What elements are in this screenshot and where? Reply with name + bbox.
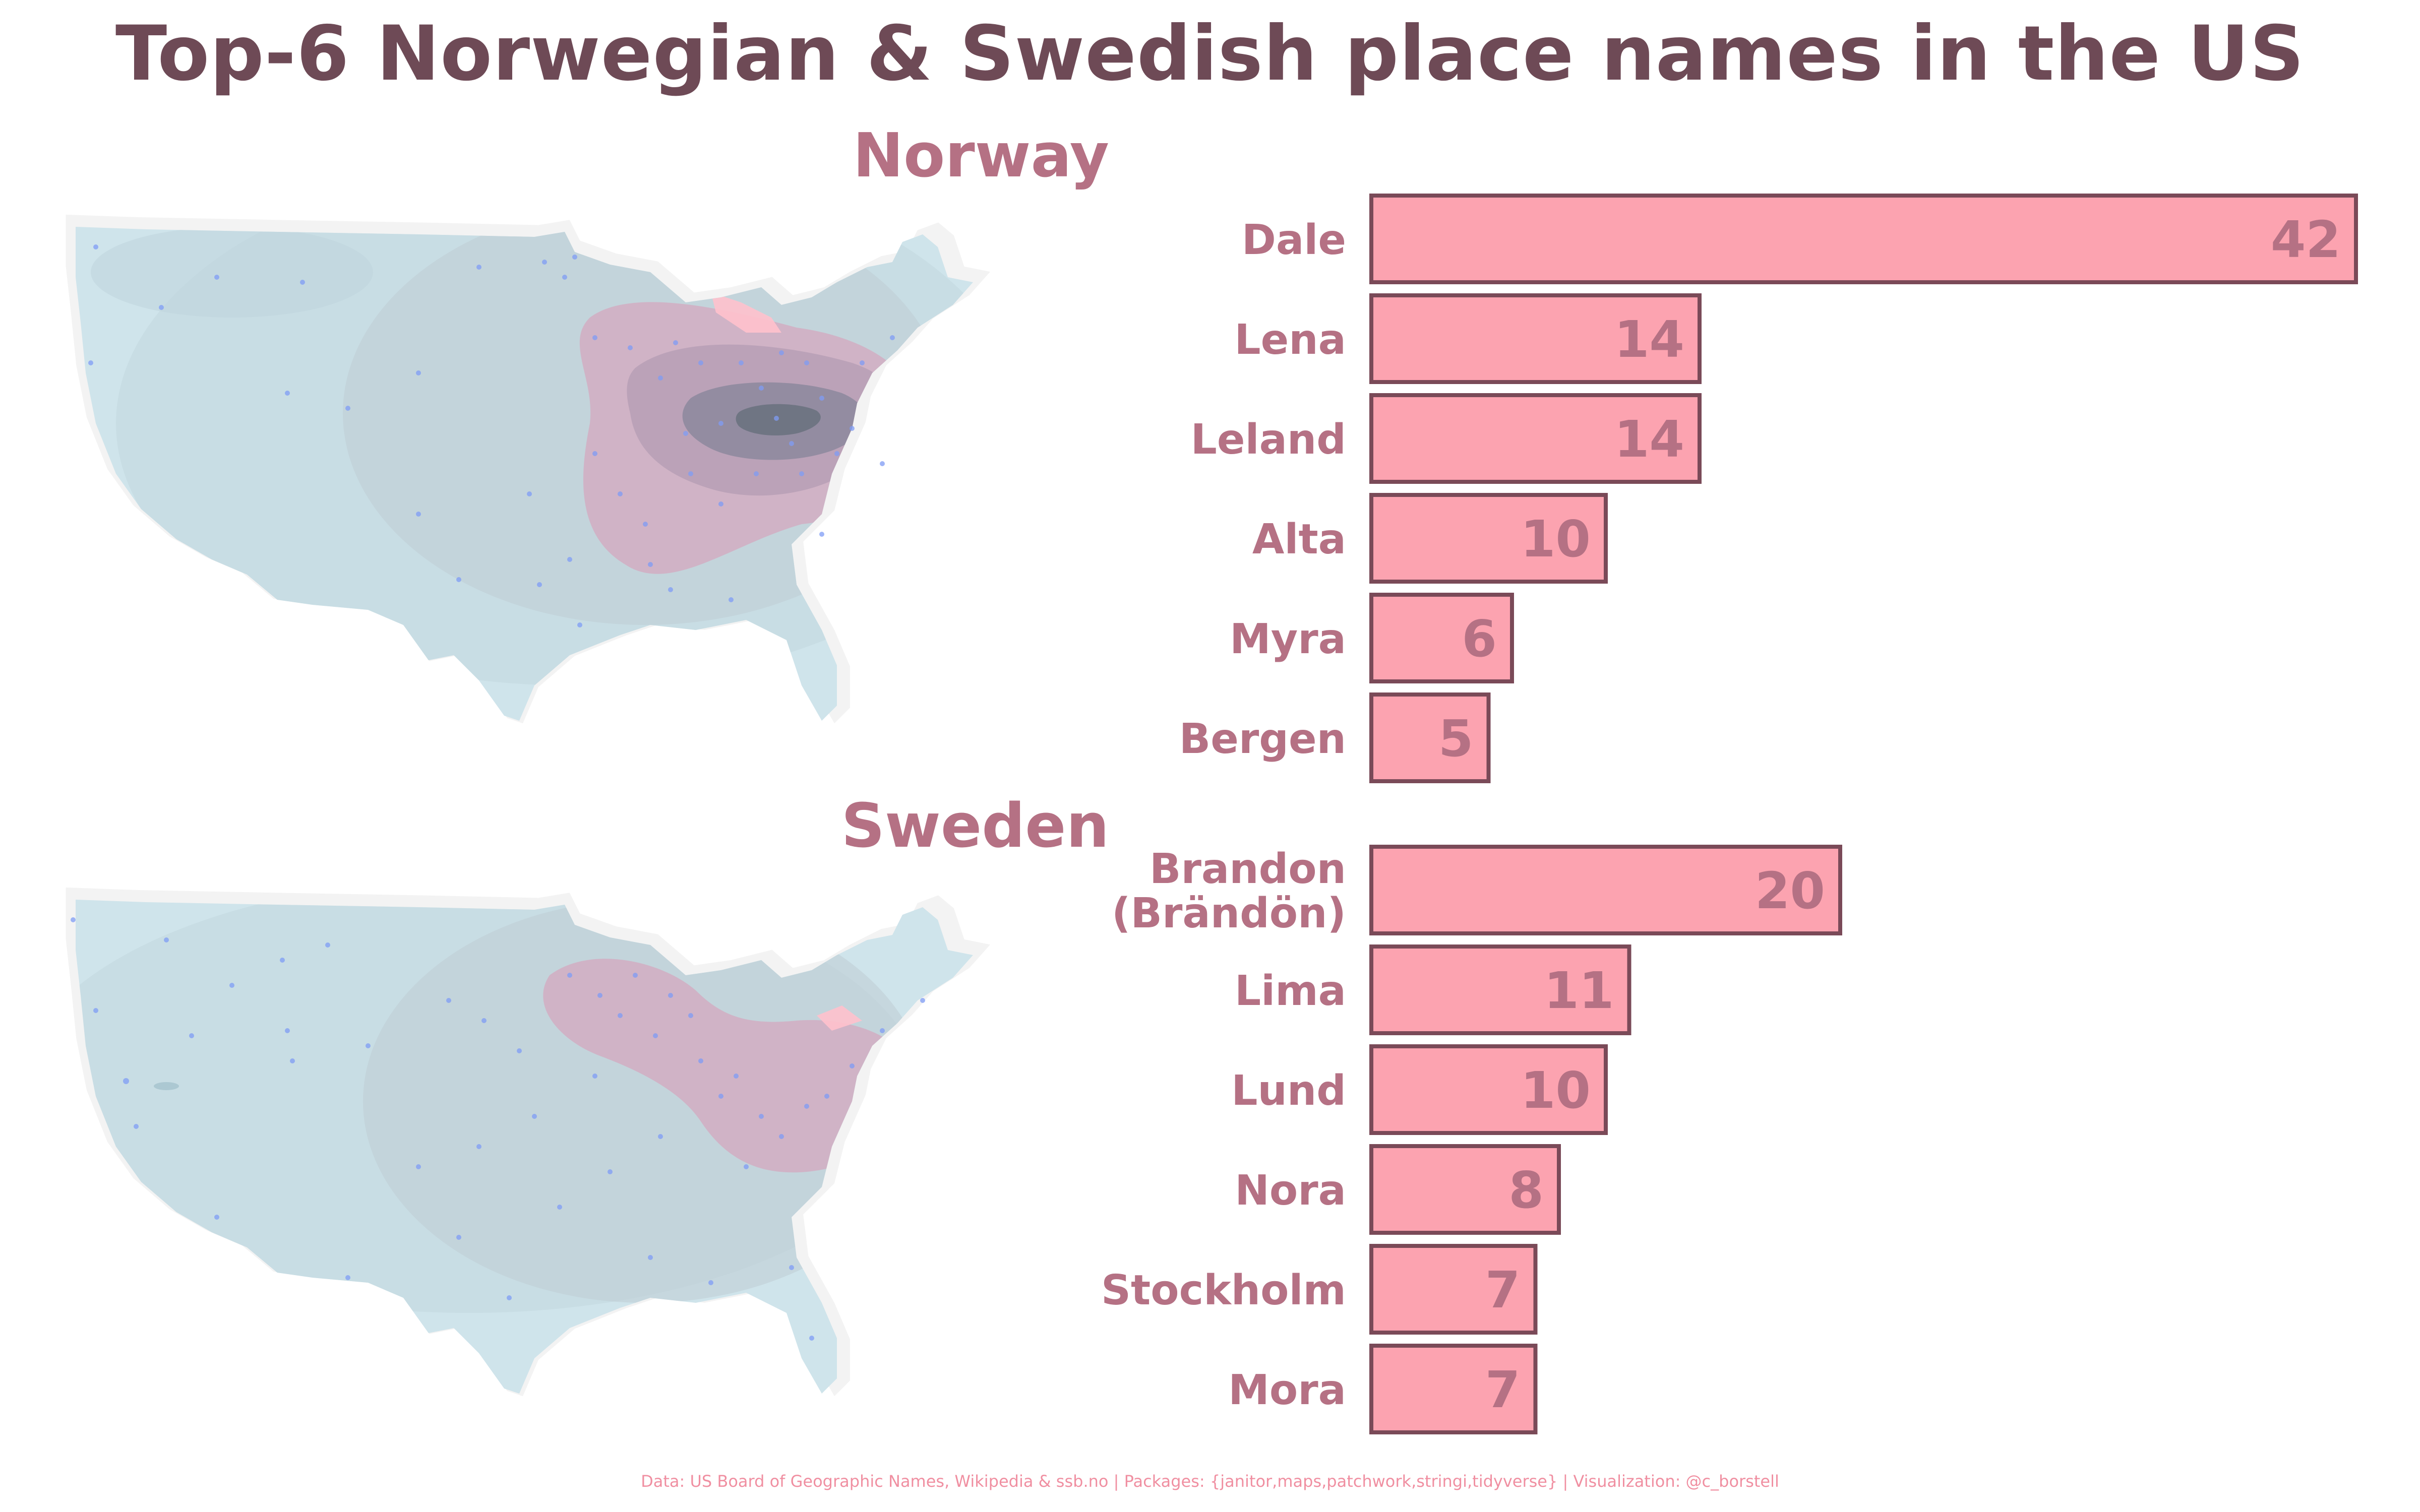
category-label-myra: Myra [1230, 615, 1346, 663]
sweden-density-map [66, 885, 1074, 1431]
value-label-lund: 10 [1521, 1061, 1591, 1120]
bar-alta [1369, 493, 1608, 584]
category-label-lima: Lima [1235, 967, 1346, 1015]
value-label-nora: 8 [1508, 1161, 1544, 1220]
value-label-bergen: 5 [1438, 709, 1474, 768]
bar-stockholm [1369, 1244, 1538, 1335]
bar-mora [1369, 1344, 1538, 1434]
bar-leland [1369, 393, 1702, 484]
category-label-mora: Mora [1228, 1366, 1346, 1414]
category-label-nora: Nora [1235, 1167, 1346, 1215]
category-label-brandon: Brandon (Brändön) [1112, 845, 1346, 937]
value-label-lena: 14 [1614, 310, 1684, 369]
panel-title-norway: Norway [853, 121, 1109, 191]
sweden-map-svg [66, 887, 991, 1397]
bar-lena [1369, 293, 1702, 384]
panel-title-sweden: Sweden [841, 791, 1109, 861]
category-label-lena: Lena [1234, 316, 1346, 364]
value-label-leland: 14 [1614, 410, 1684, 469]
norway-map-svg [66, 214, 991, 724]
value-label-alta: 10 [1521, 510, 1591, 569]
value-label-lima: 11 [1544, 961, 1614, 1020]
category-label-dale: Dale [1242, 216, 1346, 264]
norway-density-map [66, 212, 1074, 758]
category-label-stockholm: Stockholm [1101, 1267, 1346, 1314]
footer-caption: Data: US Board of Geographic Names, Wiki… [641, 1472, 1779, 1491]
bar-lima [1369, 944, 1631, 1035]
value-label-mora: 7 [1485, 1360, 1521, 1419]
category-label-alta: Alta [1252, 516, 1346, 563]
value-label-myra: 6 [1462, 609, 1497, 668]
bar-dale [1369, 194, 2358, 284]
chart-title: Top-6 Norwegian & Swedish place names in… [115, 10, 2305, 98]
norway-place-dots [88, 244, 895, 627]
value-label-dale: 42 [2271, 210, 2341, 269]
bar-myra [1369, 593, 1514, 683]
bar-brandon [1369, 845, 1842, 935]
bar-lund [1369, 1044, 1608, 1135]
value-label-brandon: 20 [1755, 861, 1825, 920]
bar-bergen [1369, 692, 1491, 783]
bar-nora [1369, 1144, 1561, 1235]
value-label-stockholm: 7 [1485, 1261, 1521, 1319]
category-label-bergen: Bergen [1179, 715, 1346, 763]
sweden-place-dots [71, 917, 925, 1341]
category-label-leland: Leland [1191, 416, 1346, 464]
category-label-lund: Lund [1231, 1067, 1346, 1115]
